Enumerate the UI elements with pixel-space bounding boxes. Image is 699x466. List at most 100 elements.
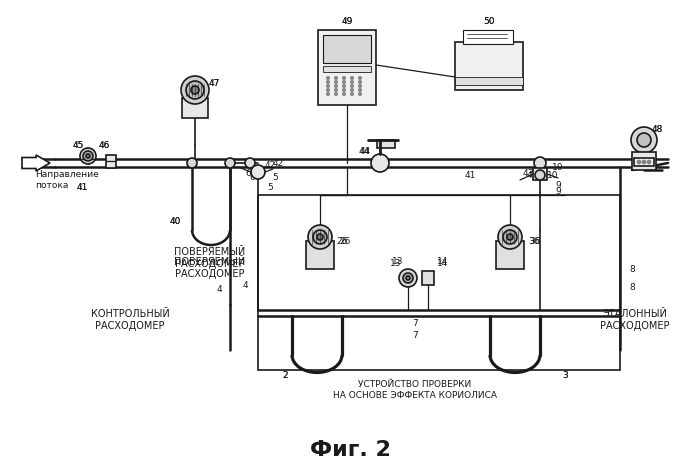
- Circle shape: [403, 273, 413, 283]
- Circle shape: [327, 85, 329, 87]
- Text: 41: 41: [464, 171, 476, 179]
- Bar: [377, 140, 395, 148]
- FancyArrow shape: [22, 155, 50, 171]
- Text: 9: 9: [555, 180, 561, 190]
- Circle shape: [187, 158, 197, 168]
- Text: КОНТРОЛЬНЫЙ
РАСХОДОМЕР: КОНТРОЛЬНЫЙ РАСХОДОМЕР: [91, 309, 169, 331]
- Text: 41: 41: [76, 184, 87, 192]
- Text: 14: 14: [438, 258, 449, 267]
- Circle shape: [327, 77, 329, 79]
- Circle shape: [343, 85, 345, 87]
- Text: 50: 50: [483, 18, 495, 27]
- Text: 44: 44: [359, 148, 370, 157]
- Text: 46: 46: [99, 142, 110, 151]
- Text: 43: 43: [526, 171, 538, 179]
- Text: 49: 49: [341, 18, 353, 27]
- Circle shape: [351, 81, 353, 83]
- Circle shape: [308, 225, 332, 249]
- Text: 36: 36: [529, 238, 541, 247]
- Circle shape: [507, 234, 513, 240]
- Circle shape: [343, 89, 345, 91]
- Text: УСТРОЙСТВО ПРОВЕРКИ
НА ОСНОВЕ ЭФФЕКТА КОРИОЛИСА: УСТРОЙСТВО ПРОВЕРКИ НА ОСНОВЕ ЭФФЕКТА КО…: [333, 380, 497, 400]
- Text: 40: 40: [169, 218, 180, 226]
- Circle shape: [225, 158, 235, 168]
- Text: 48: 48: [651, 125, 663, 135]
- Bar: [106, 155, 116, 168]
- Text: 43: 43: [522, 170, 534, 178]
- Text: 6: 6: [245, 170, 251, 178]
- Circle shape: [80, 148, 96, 164]
- Bar: [323, 35, 371, 63]
- Bar: [258, 195, 620, 370]
- Circle shape: [335, 85, 337, 87]
- Circle shape: [371, 154, 389, 172]
- Text: 13: 13: [390, 259, 402, 267]
- Bar: [323, 66, 371, 72]
- Text: 47: 47: [208, 78, 219, 88]
- Text: 4: 4: [216, 286, 222, 295]
- Bar: [496, 241, 524, 269]
- Circle shape: [406, 276, 410, 280]
- Text: 9: 9: [555, 187, 561, 197]
- Text: Фиг. 2: Фиг. 2: [310, 440, 391, 460]
- Circle shape: [503, 230, 517, 244]
- Text: 8: 8: [629, 266, 635, 274]
- Text: ПОВЕРЯЕМЫЙ
РАСХОДОМЕР: ПОВЕРЯЕМЫЙ РАСХОДОМЕР: [174, 257, 245, 279]
- Text: Направление
потока: Направление потока: [35, 170, 99, 190]
- Bar: [632, 152, 656, 170]
- Bar: [634, 158, 654, 166]
- Circle shape: [313, 230, 327, 244]
- Text: 50: 50: [483, 18, 495, 27]
- Text: 26: 26: [339, 238, 351, 247]
- Text: 40: 40: [169, 218, 180, 226]
- Circle shape: [351, 77, 353, 79]
- Circle shape: [191, 86, 199, 94]
- Circle shape: [647, 160, 651, 164]
- Circle shape: [186, 81, 204, 99]
- Circle shape: [642, 160, 645, 164]
- Text: 4: 4: [242, 281, 248, 289]
- Circle shape: [335, 93, 337, 95]
- Circle shape: [181, 76, 209, 104]
- Text: 49: 49: [341, 18, 353, 27]
- Text: 14: 14: [438, 259, 449, 267]
- Bar: [318, 30, 376, 105]
- Circle shape: [327, 89, 329, 91]
- Text: 3: 3: [562, 370, 568, 379]
- Circle shape: [637, 160, 640, 164]
- Bar: [455, 42, 523, 90]
- Text: ЭТАЛОННЫЙ
РАСХОДОМЕР: ЭТАЛОННЫЙ РАСХОДОМЕР: [600, 309, 670, 331]
- Text: 10: 10: [547, 171, 559, 179]
- Bar: [422, 271, 434, 285]
- Text: 45: 45: [72, 141, 84, 150]
- Circle shape: [351, 93, 353, 95]
- Text: 46: 46: [99, 141, 110, 150]
- Bar: [463, 30, 513, 44]
- Circle shape: [343, 81, 345, 83]
- Text: ПОВЕРЯЕМЫЙ
РАСХОДОМЕР: ПОВЕРЯЕМЫЙ РАСХОДОМЕР: [174, 247, 245, 269]
- Text: 3: 3: [562, 370, 568, 379]
- Text: 8: 8: [629, 283, 635, 293]
- Circle shape: [86, 154, 90, 158]
- Circle shape: [359, 81, 361, 83]
- Circle shape: [359, 93, 361, 95]
- Text: 42: 42: [264, 160, 275, 170]
- Circle shape: [343, 77, 345, 79]
- Circle shape: [351, 85, 353, 87]
- Text: 48: 48: [651, 125, 663, 135]
- Circle shape: [343, 93, 345, 95]
- Text: 10: 10: [552, 164, 564, 172]
- Text: 41: 41: [76, 184, 87, 192]
- Circle shape: [335, 89, 337, 91]
- Circle shape: [327, 93, 329, 95]
- Text: 5: 5: [272, 173, 278, 183]
- Text: 45: 45: [72, 141, 84, 150]
- Circle shape: [359, 89, 361, 91]
- Bar: [306, 241, 334, 269]
- Circle shape: [251, 165, 265, 179]
- Circle shape: [359, 77, 361, 79]
- Text: 42: 42: [273, 158, 284, 167]
- Bar: [182, 98, 208, 118]
- Circle shape: [327, 81, 329, 83]
- Text: 36: 36: [528, 238, 540, 247]
